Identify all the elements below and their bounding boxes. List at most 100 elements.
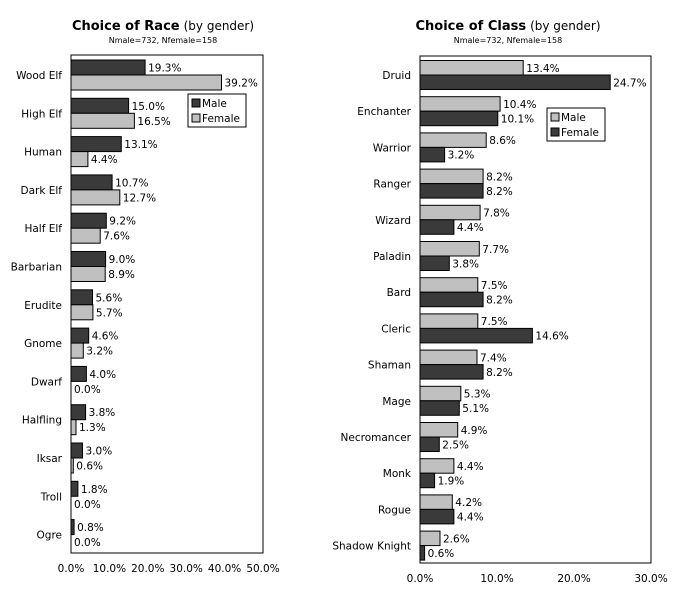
class-x-axis-ticks: 0.0% 10.0% 20.0% 30.0% (407, 573, 668, 585)
race-category-labels: Wood Elf High Elf Human Dark Elf Half Elf Bar… (11, 70, 63, 542)
class-category-label: Necromancer (341, 432, 412, 444)
race-bar-female (70, 304, 94, 321)
class-value-label: 5.3% (464, 389, 491, 401)
class-bar-female (419, 400, 460, 416)
race-value-label: 5.6% (96, 292, 123, 304)
class-value-label: 24.7% (613, 77, 646, 89)
race-category-label: Dwarf (31, 376, 62, 388)
class-bar-male (419, 494, 453, 510)
race-bar-male (70, 97, 130, 114)
race-value-label: 13.1% (124, 139, 157, 151)
race-bar-male (70, 327, 90, 344)
race-category-label: Barbarian (11, 262, 62, 274)
class-value-label: 8.6% (489, 135, 516, 147)
race-legend: Male Female (187, 93, 247, 128)
class-x-tick-label: 30.0% (634, 573, 667, 585)
race-value-label: 9.0% (109, 254, 136, 266)
race-value-label: 0.0% (74, 537, 101, 549)
class-category-label: Warrior (373, 142, 412, 154)
class-value-label: 4.9% (461, 425, 488, 437)
class-value-label: 10.1% (501, 114, 534, 126)
race-category-label: Wood Elf (16, 70, 62, 82)
race-bar-male (70, 136, 122, 153)
class-value-label: 5.1% (462, 403, 489, 415)
race-legend-male-swatch (191, 98, 201, 108)
race-bar-male (70, 404, 87, 421)
class-value-label: 14.6% (535, 331, 568, 343)
class-value-label: 0.6% (428, 548, 455, 560)
race-x-tick-label: 20.0% (131, 563, 164, 575)
race-legend-male-label: Male (202, 98, 227, 110)
class-value-label: 4.4% (457, 222, 484, 234)
class-bar-male (419, 458, 455, 474)
class-bar-male (419, 530, 441, 547)
race-x-tick-label: 0.0% (58, 563, 85, 575)
race-category-label: Human (24, 147, 62, 159)
race-bar-male (70, 212, 107, 229)
race-category-label: Erudite (24, 300, 62, 312)
class-category-label: Paladin (373, 251, 411, 263)
class-value-label: 4.4% (457, 512, 484, 524)
class-value-label: 13.4% (526, 63, 559, 75)
race-value-label: 12.7% (123, 192, 156, 204)
class-bar-female (419, 110, 499, 127)
class-value-labels: 13.4% 24.7% 10.4% 10.1% 8.6% 3.2% 8.2% 8.2% 7.8%… (428, 63, 647, 560)
class-bar-female (419, 436, 440, 452)
race-chart-note: Nmale=732, Nfemale=158 (109, 36, 217, 45)
race-bar-male (70, 59, 146, 76)
race-category-label: Halfling (22, 415, 62, 427)
class-bars (419, 60, 611, 561)
class-bar-female (419, 146, 446, 163)
race-value-label: 1.8% (81, 484, 108, 496)
race-bars (70, 59, 222, 536)
class-bar-female (419, 472, 436, 489)
class-legend-male-swatch (550, 112, 560, 122)
race-value-label: 10.7% (115, 177, 148, 189)
race-value-label: 9.2% (109, 216, 136, 228)
class-value-label: 8.2% (486, 295, 513, 307)
class-bar-male (419, 96, 501, 112)
class-chart-title: Choice of Class (by gender) (415, 19, 600, 34)
race-chart-title: Choice of Race (by gender) (72, 19, 254, 34)
race-value-label: 3.2% (86, 346, 113, 358)
race-value-label: 4.4% (91, 154, 118, 166)
race-bar-female (70, 342, 84, 359)
class-value-label: 7.5% (481, 316, 508, 328)
race-chart: Choice of Race (by gender) Nmale=732, Nfe… (11, 19, 280, 575)
class-legend: Male Female (546, 107, 606, 142)
class-value-label: 7.4% (480, 352, 507, 364)
race-x-tick-label: 10.0% (93, 563, 126, 575)
class-legend-female-swatch (550, 127, 560, 137)
class-category-label: Shaman (368, 360, 411, 372)
race-x-tick-label: 30.0% (170, 563, 203, 575)
class-category-label: Bard (387, 287, 411, 299)
class-bar-female (419, 255, 450, 271)
class-value-label: 4.2% (455, 497, 482, 509)
race-bar-male (70, 519, 75, 536)
race-value-label: 19.3% (148, 63, 181, 75)
race-bar-male (70, 442, 83, 459)
race-value-label: 16.5% (137, 116, 170, 128)
race-bar-female (70, 266, 106, 282)
race-value-label: 39.2% (225, 78, 258, 90)
class-bar-male (419, 349, 478, 366)
race-bar-male (70, 289, 93, 306)
class-value-label: 8.2% (486, 186, 513, 198)
race-value-label: 3.0% (86, 446, 113, 458)
race-bar-male (70, 365, 87, 382)
race-category-label: Troll (40, 491, 62, 503)
class-bar-female (419, 545, 426, 561)
class-bar-female (419, 364, 484, 380)
class-value-label: 10.4% (503, 99, 536, 111)
race-bar-male (70, 174, 113, 191)
class-bar-female (419, 219, 455, 235)
race-category-label: Iksar (37, 453, 63, 465)
class-value-label: 3.8% (452, 258, 479, 270)
race-value-labels: 19.3% 39.2% 15.0% 16.5% 13.1% 4.4% 10.7% 12.7% 9… (74, 63, 258, 550)
class-chart: Choice of Class (by gender) Nmale=732, Nf… (332, 19, 667, 585)
class-legend-male-label: Male (561, 112, 586, 124)
class-bar-male (419, 277, 479, 293)
class-category-labels: Druid Enchanter Warrior Ranger Wizard Paladin… (332, 70, 412, 553)
class-value-label: 7.8% (483, 208, 510, 220)
